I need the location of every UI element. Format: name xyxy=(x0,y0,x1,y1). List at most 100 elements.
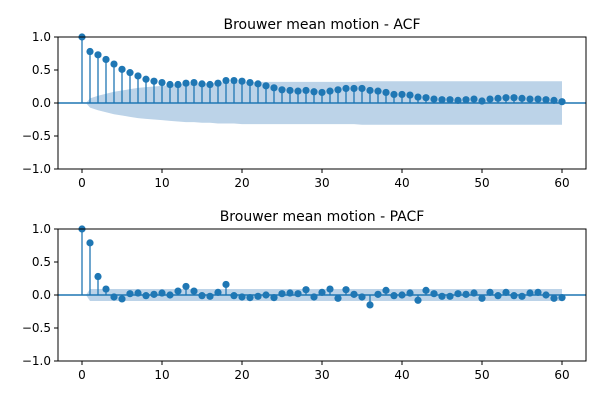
acf-point-lag-31 xyxy=(326,87,334,95)
acf-point-lag-47 xyxy=(454,96,462,104)
pacf-point-lag-24 xyxy=(270,294,278,302)
pacf-point-lag-35 xyxy=(358,293,366,301)
acf-xtick-label: 10 xyxy=(154,176,169,190)
pacf-point-lag-5 xyxy=(118,295,126,303)
acf-point-lag-23 xyxy=(262,82,270,90)
pacf-point-lag-36 xyxy=(366,301,374,309)
pacf-point-lag-20 xyxy=(238,293,246,301)
pacf-ytick-label: 1.0 xyxy=(32,222,51,236)
pacf-point-lag-59 xyxy=(550,294,558,302)
pacf-point-lag-2 xyxy=(94,272,102,281)
acf-point-lag-7 xyxy=(134,72,142,80)
pacf-point-lag-30 xyxy=(318,288,326,296)
acf-point-lag-52 xyxy=(494,94,502,102)
acf-point-lag-58 xyxy=(542,96,550,104)
acf-point-lag-39 xyxy=(390,90,398,99)
acf-point-lag-38 xyxy=(382,88,390,97)
acf-point-lag-29 xyxy=(310,88,318,96)
pacf-point-lag-40 xyxy=(398,291,406,299)
acf-point-lag-17 xyxy=(214,79,222,87)
acf-point-lag-35 xyxy=(358,84,366,93)
acf-point-lag-56 xyxy=(526,95,534,103)
acf-point-lag-44 xyxy=(430,95,438,103)
pacf-point-lag-15 xyxy=(198,292,206,300)
acf-point-lag-37 xyxy=(374,87,382,95)
acf-ytick-label: −0.5 xyxy=(22,129,51,143)
acf-title: Brouwer mean motion - ACF xyxy=(223,17,420,33)
pacf-point-lag-31 xyxy=(326,285,334,293)
acf-point-lag-51 xyxy=(486,95,494,103)
acf-point-lag-57 xyxy=(534,95,542,103)
acf-point-lag-48 xyxy=(462,96,470,104)
pacf-point-lag-27 xyxy=(294,290,302,298)
pacf-point-lag-52 xyxy=(494,292,502,300)
pacf-point-lag-17 xyxy=(214,288,222,296)
acf-point-lag-55 xyxy=(518,94,526,102)
acf-point-lag-49 xyxy=(470,95,478,103)
acf-point-lag-36 xyxy=(366,86,374,95)
acf-point-lag-22 xyxy=(254,80,262,88)
pacf-ytick-label: 0.5 xyxy=(32,255,51,269)
pacf-xtick-label: 40 xyxy=(394,368,409,382)
acf-ytick-label: 1.0 xyxy=(32,30,51,44)
acf-point-lag-24 xyxy=(270,84,278,92)
pacf-point-lag-46 xyxy=(446,292,454,300)
pacf-point-lag-58 xyxy=(542,291,550,299)
pacf-point-lag-38 xyxy=(382,286,390,294)
pacf-point-lag-50 xyxy=(478,294,486,302)
pacf-point-lag-45 xyxy=(438,292,446,300)
acf-point-lag-43 xyxy=(422,94,430,102)
acf-xtick-label: 40 xyxy=(394,176,409,190)
acf-point-lag-40 xyxy=(398,90,406,99)
pacf-point-lag-6 xyxy=(126,290,134,298)
pacf-point-lag-34 xyxy=(350,290,358,298)
acf-ytick-label: −1.0 xyxy=(22,162,51,176)
pacf-point-lag-28 xyxy=(302,286,310,294)
acf-ytick-label: 0.5 xyxy=(32,63,51,77)
acf-point-lag-1 xyxy=(86,47,94,56)
pacf-point-lag-53 xyxy=(502,288,510,296)
acf-point-lag-27 xyxy=(294,87,302,95)
pacf-ytick-label: −0.5 xyxy=(22,321,51,335)
acf-point-lag-53 xyxy=(502,94,510,102)
pacf-point-lag-21 xyxy=(246,294,254,302)
pacf-point-lag-3 xyxy=(102,285,110,293)
pacf-point-lag-19 xyxy=(230,292,238,300)
acf-point-lag-34 xyxy=(350,84,358,93)
pacf-point-lag-16 xyxy=(206,292,214,300)
acf-point-lag-54 xyxy=(510,94,518,102)
acf-point-lag-33 xyxy=(342,84,350,93)
pacf-point-lag-1 xyxy=(86,239,94,247)
acf-xtick-label: 50 xyxy=(474,176,489,190)
acf-point-lag-28 xyxy=(302,86,310,95)
acf-ytick-label: 0.0 xyxy=(32,96,51,110)
pacf-ytick-label: 0.0 xyxy=(32,288,51,302)
acf-point-lag-15 xyxy=(198,80,206,88)
acf-point-lag-46 xyxy=(446,96,454,104)
pacf-point-lag-48 xyxy=(462,290,470,298)
acf-panel: 0 10 20 30 40 50 60 −1.0 −0.5 0.0 0.5 1.0 Brouwer me… xyxy=(22,17,587,190)
acf-point-lag-10 xyxy=(158,78,166,87)
pacf-point-lag-11 xyxy=(166,291,174,299)
acf-xtick-label: 0 xyxy=(78,176,86,190)
pacf-point-lag-51 xyxy=(486,288,494,296)
pacf-point-lag-32 xyxy=(334,294,342,302)
pacf-point-lag-9 xyxy=(150,290,158,298)
pacf-point-lag-49 xyxy=(470,289,478,297)
pacf-point-lag-12 xyxy=(174,287,182,295)
pacf-point-lag-25 xyxy=(278,290,286,298)
acf-point-lag-2 xyxy=(94,51,102,59)
acf-point-lag-18 xyxy=(222,76,230,85)
pacf-point-lag-18 xyxy=(222,280,230,289)
pacf-point-lag-60 xyxy=(558,294,566,302)
pacf-point-lag-41 xyxy=(406,289,414,297)
acf-point-lag-8 xyxy=(142,75,150,83)
pacf-xtick-label: 20 xyxy=(234,368,249,382)
pacf-panel: 0 10 20 30 40 50 60 −1.0 −0.5 0.0 0.5 1.0 Brouwer me… xyxy=(22,209,587,382)
acf-point-lag-50 xyxy=(478,97,486,105)
pacf-point-lag-56 xyxy=(526,289,534,297)
pacf-point-lag-33 xyxy=(342,286,350,294)
acf-point-lag-32 xyxy=(334,86,342,94)
pacf-point-lag-14 xyxy=(190,287,198,295)
acf-point-lag-26 xyxy=(286,86,294,95)
